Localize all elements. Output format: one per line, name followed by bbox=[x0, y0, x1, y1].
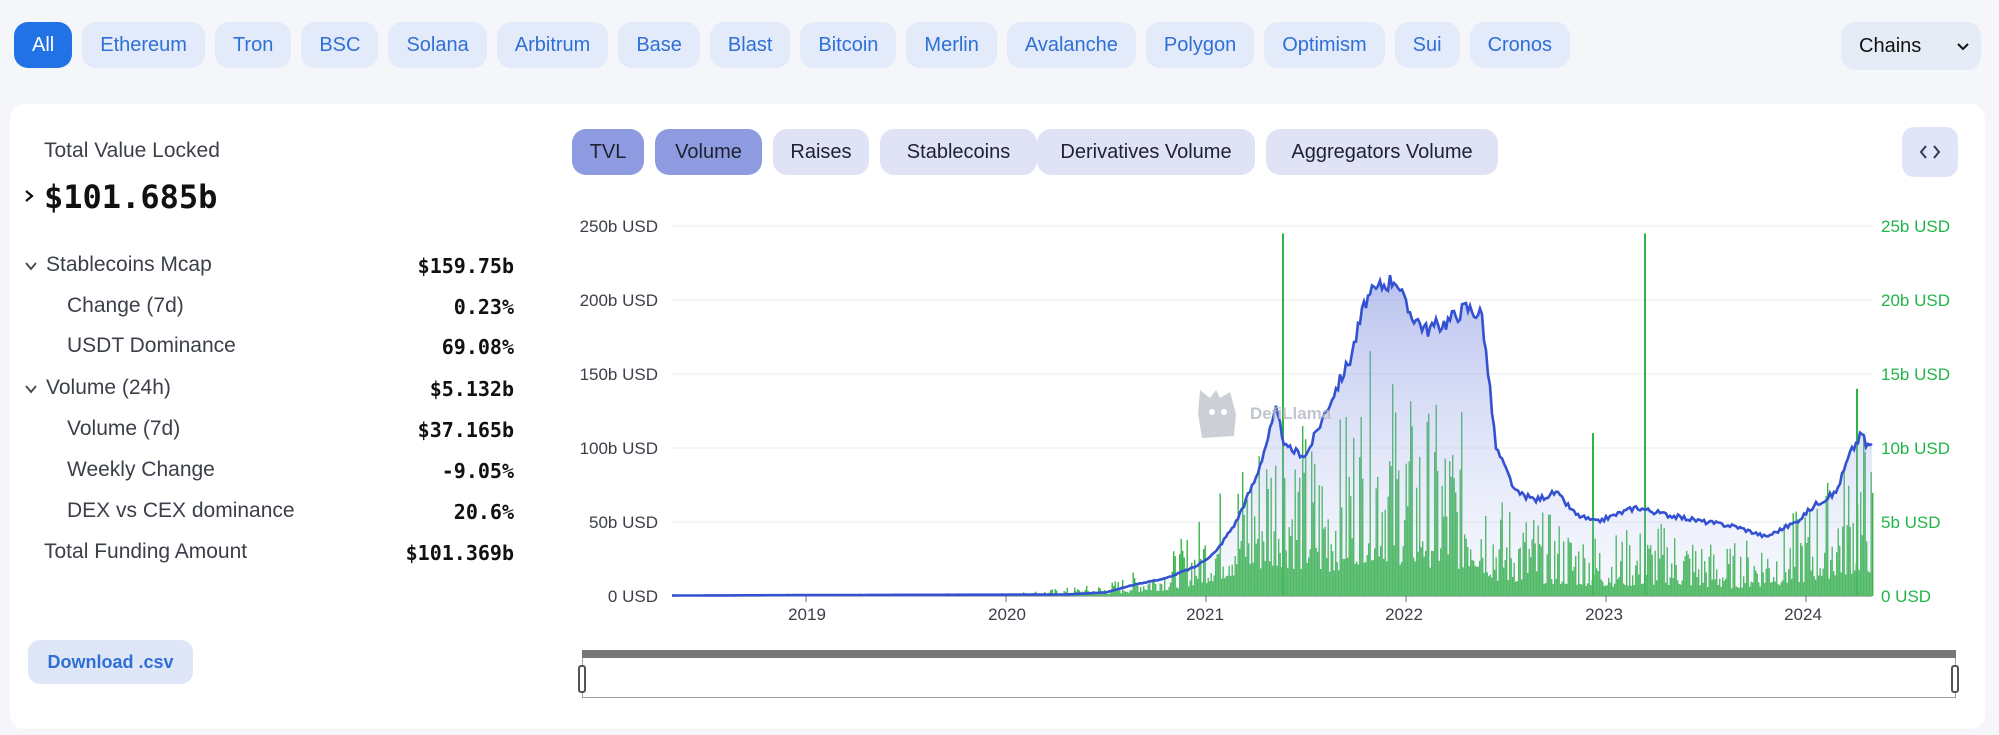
tvl-value: $101.685b bbox=[44, 178, 218, 216]
chevron-down-icon bbox=[1957, 43, 1969, 51]
tab-derivatives-volume[interactable]: Derivatives Volume bbox=[1037, 129, 1255, 175]
y-right-tick: 10b USD bbox=[1881, 439, 1950, 458]
volume-24h-label: Volume (24h) bbox=[46, 376, 171, 399]
chains-dropdown[interactable]: Chains bbox=[1841, 22, 1981, 70]
y-left-tick: 150b USD bbox=[579, 365, 658, 384]
volume-spike-bar bbox=[1592, 433, 1594, 596]
volume-bar bbox=[1050, 590, 1052, 596]
range-brush-right-handle[interactable] bbox=[1951, 665, 1959, 693]
volume-bar bbox=[1086, 585, 1088, 596]
chain-chip-cronos[interactable]: Cronos bbox=[1469, 22, 1571, 68]
volume-bar bbox=[1054, 589, 1056, 596]
chain-chip-arbitrum[interactable]: Arbitrum bbox=[496, 22, 609, 68]
chains-dropdown-label: Chains bbox=[1859, 34, 1922, 57]
tab-stablecoins[interactable]: Stablecoins bbox=[880, 129, 1037, 175]
change-7d-label: Change (7d) bbox=[67, 294, 184, 317]
volume-bar bbox=[1173, 551, 1175, 596]
volume-bar bbox=[1186, 539, 1188, 596]
dashboard-panel bbox=[10, 104, 1985, 729]
volume-bar bbox=[1051, 589, 1053, 596]
chain-chip-polygon[interactable]: Polygon bbox=[1145, 22, 1255, 68]
chain-chip-solana[interactable]: Solana bbox=[388, 22, 487, 68]
watermark-text: DefiLlama bbox=[1250, 404, 1332, 423]
volume-spike-bar bbox=[1644, 233, 1646, 596]
x-tick: 2022 bbox=[1385, 605, 1423, 624]
x-tick: 2023 bbox=[1585, 605, 1623, 624]
download-csv-button[interactable]: Download .csv bbox=[28, 640, 193, 684]
y-right-tick: 0 USD bbox=[1881, 587, 1932, 606]
chain-chip-sui[interactable]: Sui bbox=[1394, 22, 1460, 68]
range-brush-drag-bar[interactable] bbox=[582, 650, 1956, 658]
chain-chip-merlin[interactable]: Merlin bbox=[906, 22, 997, 68]
volume-7d-value: $37.165b bbox=[417, 418, 514, 442]
stablecoins-mcap-label: Stablecoins Mcap bbox=[46, 253, 212, 276]
chain-chip-ethereum[interactable]: Ethereum bbox=[82, 22, 205, 68]
tab-tvl[interactable]: TVL bbox=[572, 129, 644, 175]
chevron-right-icon[interactable] bbox=[22, 189, 36, 203]
y-left-tick: 250b USD bbox=[579, 217, 658, 236]
total-funding-value: $101.369b bbox=[405, 541, 514, 565]
y-right-tick: 25b USD bbox=[1881, 217, 1950, 236]
x-tick: 2021 bbox=[1186, 605, 1224, 624]
y-left-tick: 50b USD bbox=[589, 513, 658, 532]
range-brush-left-handle[interactable] bbox=[578, 665, 586, 693]
tvl-label: Total Value Locked bbox=[44, 139, 220, 162]
usdt-dominance-value: 69.08% bbox=[441, 335, 514, 359]
chain-chip-base[interactable]: Base bbox=[618, 22, 700, 68]
weekly-change-label: Weekly Change bbox=[67, 458, 215, 481]
chain-chip-avalanche[interactable]: Avalanche bbox=[1006, 22, 1136, 68]
embed-button[interactable] bbox=[1902, 127, 1958, 177]
y-right-tick: 5b USD bbox=[1881, 513, 1941, 532]
x-tick: 2020 bbox=[988, 605, 1026, 624]
weekly-change-value: -9.05% bbox=[441, 459, 514, 483]
volume-24h-value: $5.132b bbox=[429, 377, 514, 401]
y-right-tick: 20b USD bbox=[1881, 291, 1950, 310]
chain-filter-bar: All Ethereum Tron BSC Solana Arbitrum Base Blas… bbox=[14, 22, 1571, 68]
volume-bar bbox=[1066, 587, 1068, 596]
volume-7d-label: Volume (7d) bbox=[67, 417, 181, 440]
chain-chip-all[interactable]: All bbox=[14, 22, 73, 68]
code-brackets-icon bbox=[1919, 145, 1941, 159]
llama-logo-icon bbox=[1198, 390, 1236, 438]
chain-chip-tron[interactable]: Tron bbox=[214, 22, 292, 68]
tab-raises[interactable]: Raises bbox=[773, 129, 869, 175]
usdt-dominance-label: USDT Dominance bbox=[67, 334, 236, 357]
y-right-tick: 15b USD bbox=[1881, 365, 1950, 384]
dex-cex-dominance-value: 20.6% bbox=[453, 500, 514, 524]
chain-chip-optimism[interactable]: Optimism bbox=[1264, 22, 1385, 68]
y-left-tick: 200b USD bbox=[579, 291, 658, 310]
chain-chip-blast[interactable]: Blast bbox=[709, 22, 791, 68]
tab-aggregators-volume[interactable]: Aggregators Volume bbox=[1266, 129, 1498, 175]
volume-bar bbox=[1872, 493, 1874, 596]
chain-chip-bsc[interactable]: BSC bbox=[301, 22, 379, 68]
defillama-watermark: DefiLlama bbox=[1194, 386, 1331, 442]
total-funding-label: Total Funding Amount bbox=[44, 540, 248, 563]
x-tick: 2024 bbox=[1784, 605, 1822, 624]
y-left-tick: 100b USD bbox=[579, 439, 658, 458]
change-7d-value: 0.23% bbox=[453, 295, 514, 319]
chevron-down-icon[interactable] bbox=[24, 259, 38, 273]
dex-cex-dominance-label: DEX vs CEX dominance bbox=[67, 499, 295, 522]
tvl-line bbox=[672, 274, 1873, 597]
volume-bar bbox=[1180, 538, 1182, 596]
chain-chip-bitcoin[interactable]: Bitcoin bbox=[800, 22, 897, 68]
volume-bar bbox=[1074, 587, 1076, 596]
tvl-area bbox=[672, 275, 1872, 596]
stablecoins-mcap-value: $159.75b bbox=[417, 254, 514, 278]
tab-volume[interactable]: Volume bbox=[655, 129, 762, 175]
x-tick: 2019 bbox=[788, 605, 826, 624]
chevron-down-icon[interactable] bbox=[24, 382, 38, 396]
volume-bar bbox=[1198, 521, 1200, 596]
y-left-tick: 0 USD bbox=[607, 587, 658, 606]
volume-spike-bar bbox=[1282, 233, 1284, 596]
